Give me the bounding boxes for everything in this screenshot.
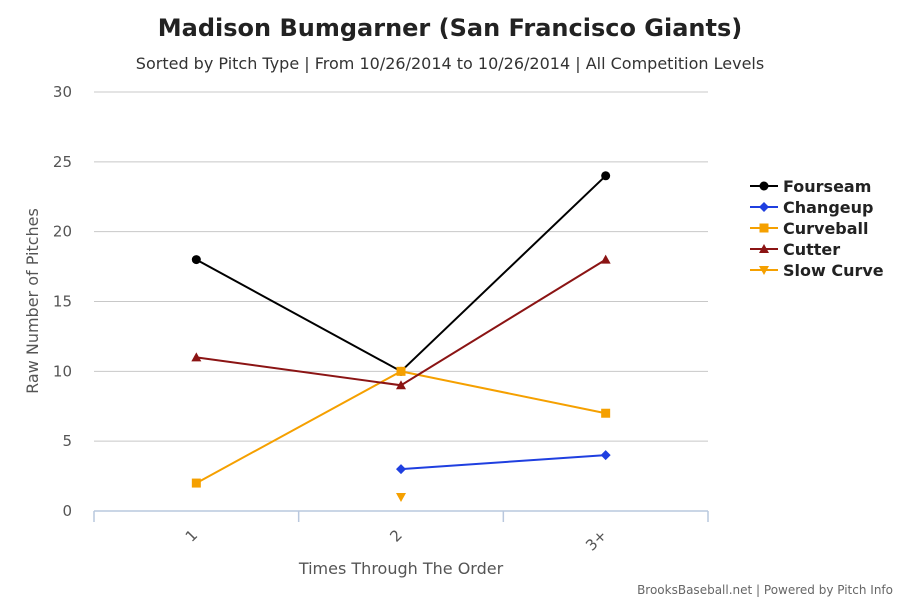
series-curveball bbox=[191, 366, 611, 488]
y-tick-label: 15 bbox=[53, 293, 72, 311]
data-point-slow-curve bbox=[396, 493, 406, 503]
legend-label: Changeup bbox=[783, 198, 873, 217]
data-point-cutter bbox=[600, 254, 611, 264]
data-point-curveball bbox=[396, 366, 406, 376]
x-axis-title: Times Through The Order bbox=[298, 559, 504, 578]
y-axis-title: Raw Number of Pitches bbox=[23, 208, 42, 394]
series-changeup bbox=[396, 450, 611, 475]
credits: BrooksBaseball.net | Powered by Pitch In… bbox=[637, 583, 893, 597]
legend-item-cutter: Cutter bbox=[750, 240, 840, 259]
legend-item-slow-curve: Slow Curve bbox=[750, 261, 884, 280]
legend-marker-slow-curve bbox=[759, 266, 769, 275]
y-tick-label: 5 bbox=[62, 432, 72, 450]
data-point-cutter bbox=[191, 352, 202, 362]
x-axis: 1 2 3+ bbox=[93, 510, 709, 554]
data-point-fourseam bbox=[191, 255, 201, 265]
x-tick-label: 2 bbox=[386, 526, 405, 545]
series-line-cutter bbox=[196, 258, 607, 387]
series-group bbox=[191, 171, 611, 503]
data-point-curveball bbox=[191, 478, 201, 488]
legend-label: Curveball bbox=[783, 219, 869, 238]
legend-label: Slow Curve bbox=[783, 261, 884, 280]
legend-item-changeup: Changeup bbox=[750, 198, 873, 217]
legend-label: Fourseam bbox=[783, 177, 871, 196]
y-tick-label: 10 bbox=[53, 362, 72, 380]
series-fourseam bbox=[191, 171, 611, 376]
legend-label: Cutter bbox=[783, 240, 840, 259]
series-cutter bbox=[191, 254, 611, 390]
series-line-fourseam bbox=[195, 175, 607, 373]
x-tick-label: 3+ bbox=[582, 526, 610, 554]
legend-marker-fourseam bbox=[759, 181, 769, 191]
data-point-cutter bbox=[396, 380, 406, 390]
chart-subtitle: Sorted by Pitch Type | From 10/26/2014 t… bbox=[136, 54, 764, 73]
legend-marker-cutter bbox=[759, 244, 769, 253]
data-point-curveball bbox=[601, 408, 611, 418]
legend: Fourseam Changeup Curveball Cutter Slow Curv… bbox=[750, 177, 884, 280]
data-point-fourseam bbox=[601, 171, 611, 181]
legend-marker-changeup bbox=[759, 202, 769, 212]
data-point-changeup bbox=[396, 464, 406, 475]
y-tick-label: 25 bbox=[53, 153, 72, 171]
y-tick-label: 0 bbox=[62, 502, 72, 520]
series-line-changeup bbox=[400, 454, 606, 471]
x-tick-label: 1 bbox=[182, 526, 201, 545]
legend-item-curveball: Curveball bbox=[750, 219, 869, 238]
legend-item-fourseam: Fourseam bbox=[750, 177, 871, 196]
grid bbox=[94, 91, 708, 442]
y-tick-label: 30 bbox=[53, 83, 72, 101]
y-tick-label: 20 bbox=[53, 223, 72, 241]
data-point-changeup bbox=[600, 450, 611, 461]
series-slow-curve bbox=[396, 493, 406, 503]
y-axis-ticks: 0 5 10 15 20 25 30 bbox=[53, 83, 72, 520]
legend-marker-curveball bbox=[759, 223, 769, 233]
chart-title: Madison Bumgarner (San Francisco Giants) bbox=[158, 14, 742, 42]
